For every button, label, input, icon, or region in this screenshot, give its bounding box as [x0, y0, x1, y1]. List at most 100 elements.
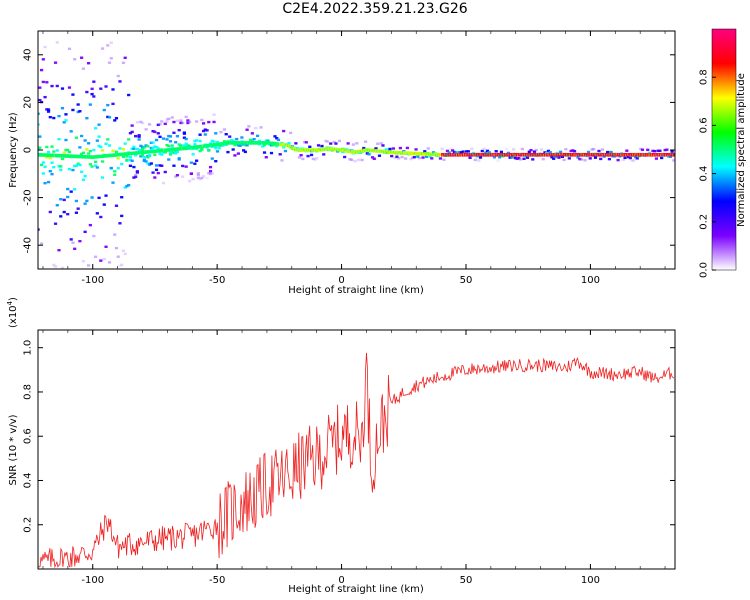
spectrogram-cell	[609, 150, 613, 154]
spectrogram-ridge-cell	[566, 152, 569, 157]
spectrogram-cell	[52, 150, 56, 153]
spectrogram-ridge-cell	[648, 152, 651, 157]
spectrogram-cell	[181, 164, 185, 168]
spectrogram-cell	[247, 125, 251, 128]
spectrogram-ridge-cell	[603, 152, 606, 157]
spectrogram-cell	[200, 176, 204, 180]
spectrogram-cell	[316, 144, 321, 147]
spectrogram-cell	[559, 150, 563, 154]
spectrogram-ridge-cell	[333, 147, 336, 152]
spectrogram-cell	[172, 151, 176, 155]
spectrogram-cell	[135, 147, 139, 151]
spectrogram-cell	[174, 150, 178, 153]
spectrogram-cell	[160, 164, 164, 167]
spectrogram-cell	[160, 153, 164, 156]
spectrogram-cell	[440, 147, 444, 151]
spectrogram-cell	[87, 62, 91, 65]
spectrogram-ridge-cell	[239, 141, 242, 145]
spectrogram-ridge-cell	[378, 149, 381, 154]
spectrogram-ridge-cell	[547, 152, 550, 157]
spectrogram-cell	[282, 129, 286, 133]
spectrogram-cell	[238, 144, 242, 148]
snr-x-axis-label: Height of straight line (km)	[288, 584, 424, 595]
spectrogram-cell	[255, 134, 260, 138]
spectrogram-ridge-cell	[151, 149, 155, 154]
spectrogram-cell	[405, 146, 409, 150]
spectrogram-cell	[99, 145, 103, 149]
spectrogram-cell	[142, 159, 146, 163]
spectrogram-ridge-cell	[211, 143, 214, 147]
spectrogram-ridge-cell	[655, 152, 658, 157]
spectrogram-cell	[132, 165, 136, 169]
spectrogram-cell	[485, 149, 490, 153]
spectrogram-cell	[121, 249, 126, 253]
spectrogram-cell	[412, 155, 416, 159]
spectrogram-ridge-cell	[61, 154, 64, 158]
spectrogram-cell	[139, 155, 143, 158]
spectrogram-ridge-cell	[559, 152, 562, 157]
spectrogram-cell	[158, 152, 162, 155]
spectrogram-ridge-cell	[45, 153, 49, 157]
spectrogram-cell	[541, 157, 545, 161]
spectrogram-cell	[62, 198, 66, 202]
spectrogram-cell	[104, 142, 108, 145]
spectrogram-cell	[242, 149, 246, 152]
spectrogram-cell	[57, 114, 61, 118]
spectrogram-cell	[78, 110, 82, 113]
spectrogram-cell	[499, 150, 504, 154]
spectrogram-cell	[243, 143, 247, 147]
spectrogram-cell	[67, 86, 72, 89]
spectrogram-y-tick-label: -20	[23, 189, 34, 205]
spectrogram-cell	[576, 156, 580, 159]
spectrogram-cell	[656, 149, 660, 152]
spectrogram-ridge-cell	[594, 152, 597, 157]
spectrogram-cell	[215, 150, 220, 153]
spectrogram-cell	[130, 159, 134, 163]
spectrogram-cell	[186, 145, 190, 148]
spectrogram-ridge-cell	[185, 146, 188, 151]
spectrogram-ridge-cell	[639, 152, 643, 157]
spectrogram-ridge-cell	[442, 152, 446, 157]
spectrogram-ridge-cell	[627, 152, 630, 157]
spectrogram-ridge-cell	[448, 152, 451, 157]
spectrogram-ridge-cell	[630, 152, 634, 157]
spectrogram-ridge-cell	[583, 152, 587, 157]
spectrogram-cell	[55, 149, 59, 152]
spectrogram-cell	[102, 203, 106, 206]
spectrogram-cell	[635, 157, 639, 160]
spectrogram-cell	[431, 151, 436, 154]
spectrogram-cell	[113, 173, 117, 176]
spectrogram-cell	[567, 157, 571, 160]
spectrogram-cell	[106, 138, 110, 141]
spectrogram-cell	[137, 135, 141, 138]
spectrogram-cell	[38, 112, 40, 115]
spectrogram-cell	[156, 171, 160, 175]
spectrogram-ridge-cell	[618, 152, 622, 157]
spectrogram-ridge-cell	[118, 152, 122, 157]
spectrogram-cell	[123, 186, 127, 189]
spectrogram-cell	[50, 145, 54, 148]
spectrogram-cell	[459, 151, 463, 154]
spectrogram-ridge-cell	[669, 152, 672, 157]
spectrogram-cell	[261, 145, 265, 148]
spectrogram-ridge-cell	[376, 149, 380, 153]
spectrogram-ridge-cell	[221, 141, 225, 146]
spectrogram-ridge-cell	[57, 153, 61, 158]
spectrogram-cell	[181, 121, 185, 125]
spectrogram-ridge-cell	[56, 153, 59, 158]
spectrogram-ridge-cell	[138, 150, 141, 155]
spectrogram-cell	[259, 126, 263, 129]
spectrogram-ridge-cell	[148, 149, 151, 154]
spectrogram-cell	[137, 149, 141, 152]
spectrogram-cell	[45, 156, 49, 159]
snr-x-ticks: -100 -50 0 50 100	[42, 330, 666, 586]
spectrogram-ridge-cell	[360, 149, 364, 153]
spectrogram-ridge-cell	[604, 152, 608, 157]
spectrogram-cell	[278, 153, 282, 156]
spectrogram-ridge-cell	[651, 152, 655, 157]
spectrogram-ridge-cell	[495, 152, 498, 157]
spectrogram-ridge-cell	[608, 152, 611, 157]
spectrogram-ridge-cell	[305, 148, 308, 152]
spectrogram-ridge-cell	[179, 146, 183, 151]
spectrogram-ridge-cell	[510, 152, 514, 157]
